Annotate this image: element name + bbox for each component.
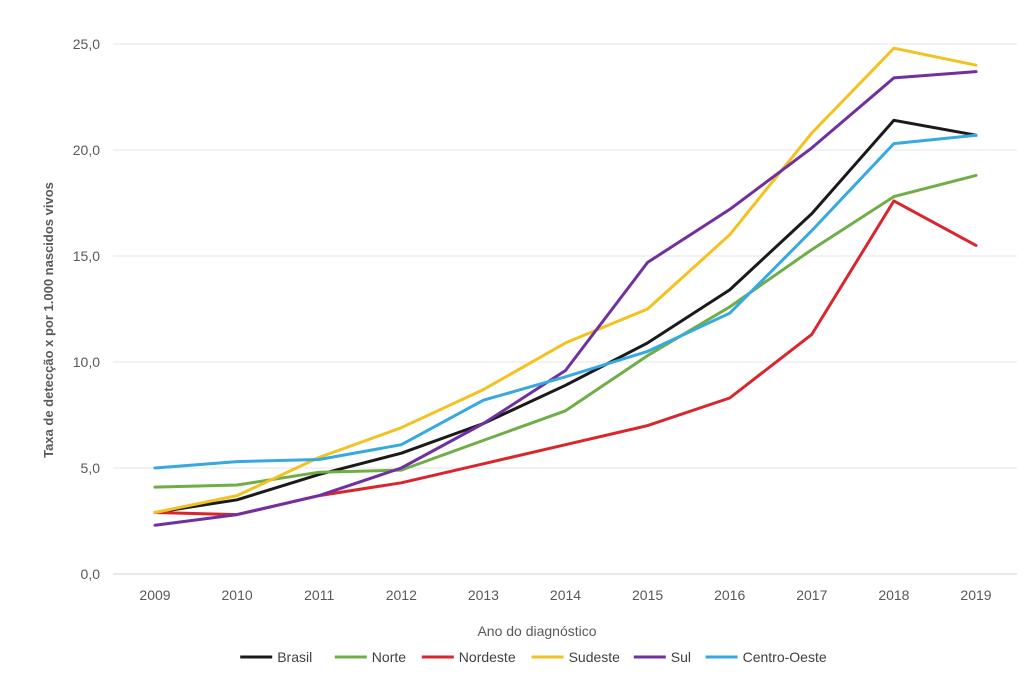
legend-item: Sudeste bbox=[531, 649, 621, 665]
x-tick-label: 2018 bbox=[878, 587, 909, 603]
y-tick-label: 15,0 bbox=[73, 248, 100, 264]
x-tick-label: 2011 bbox=[304, 587, 334, 603]
legend-label: Sudeste bbox=[569, 649, 621, 665]
x-axis-title: Ano do diagnóstico bbox=[477, 623, 596, 639]
x-tick-label: 2014 bbox=[550, 587, 581, 603]
gridlines bbox=[113, 43, 1017, 575]
legend: Brasil Norte Nordeste Sudeste Sul Centro-Oest… bbox=[240, 649, 827, 665]
legend-label: Norte bbox=[372, 649, 406, 665]
legend-item: Brasil bbox=[240, 649, 312, 665]
x-tick-label: 2010 bbox=[222, 587, 253, 603]
x-tick-label: 2015 bbox=[632, 587, 663, 603]
legend-item: Norte bbox=[334, 649, 406, 665]
y-axis-ticks: 0,0 5,0 10,0 15,0 20,0 25,0 bbox=[73, 36, 100, 582]
x-tick-label: 2017 bbox=[796, 587, 827, 603]
legend-label: Sul bbox=[671, 649, 691, 665]
x-tick-label: 2019 bbox=[960, 587, 991, 603]
series-line-norte bbox=[153, 173, 978, 489]
x-tick-label: 2016 bbox=[714, 587, 745, 603]
x-tick-label: 2013 bbox=[468, 587, 499, 603]
legend-item: Sul bbox=[633, 649, 691, 665]
series-lines bbox=[153, 46, 978, 527]
y-tick-label: 25,0 bbox=[73, 36, 100, 52]
y-tick-label: 20,0 bbox=[73, 142, 100, 158]
x-tick-label: 2009 bbox=[139, 587, 170, 603]
legend-label: Centro-Oeste bbox=[743, 649, 827, 665]
series-line-centro-oeste bbox=[153, 133, 978, 470]
y-axis-title: Taxa de detecção x por 1.000 nascidos vi… bbox=[41, 182, 56, 458]
x-axis-ticks: 2009 2010 2011 2012 2013 2014 2015 2016 2017 2018… bbox=[139, 587, 991, 603]
legend-label: Nordeste bbox=[459, 649, 516, 665]
legend-item: Nordeste bbox=[421, 649, 516, 665]
series-line-sudeste bbox=[153, 46, 978, 514]
legend-label: Brasil bbox=[277, 649, 312, 665]
legend-item: Centro-Oeste bbox=[705, 649, 827, 665]
y-tick-label: 0,0 bbox=[81, 566, 101, 582]
x-tick-label: 2012 bbox=[386, 587, 417, 603]
y-tick-label: 10,0 bbox=[73, 354, 100, 370]
series-line-sul bbox=[153, 70, 978, 527]
series-line-brasil bbox=[153, 118, 978, 514]
y-tick-label: 5,0 bbox=[81, 460, 101, 476]
